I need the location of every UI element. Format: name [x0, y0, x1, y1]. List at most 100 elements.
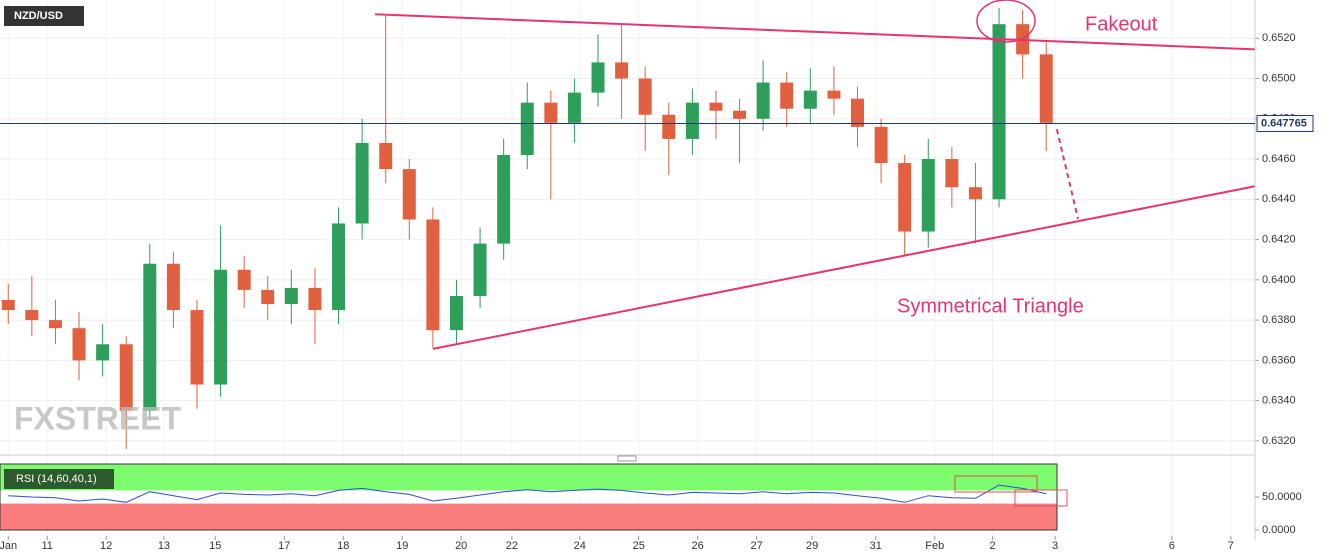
x-tick-label: 18 — [337, 540, 349, 552]
y-tick-label: 0.6460 — [1262, 153, 1296, 165]
candle-body — [520, 102, 534, 156]
candle-body — [1, 299, 15, 311]
y-tick-label: 0.6360 — [1262, 354, 1296, 366]
rsi-label-box — [4, 469, 114, 489]
candle-body — [1039, 54, 1053, 123]
candle-body — [921, 159, 935, 232]
candle-body — [780, 82, 794, 109]
x-tick-label: 31 — [870, 540, 882, 552]
rsi-tick-label: 0.0000 — [1262, 524, 1296, 536]
candle-body — [591, 62, 605, 93]
y-tick-label: 0.6320 — [1262, 435, 1296, 447]
x-tick-label: 17 — [278, 540, 290, 552]
annotation: Symmetrical Triangle — [897, 295, 1084, 317]
symbol-box — [4, 6, 84, 26]
candle-body — [379, 142, 393, 170]
y-tick-label: 0.6420 — [1262, 233, 1296, 245]
rsi-overbought-band — [0, 464, 1057, 491]
candle-body — [992, 24, 1006, 200]
current-price-box — [1256, 115, 1314, 133]
rsi-oversold-band — [0, 503, 1057, 530]
x-tick-label: 12 — [100, 540, 112, 552]
trendline — [375, 13, 1256, 51]
candle-body — [284, 287, 298, 305]
symbol: NZD/USD — [14, 10, 63, 22]
x-tick-label: 19 — [396, 540, 408, 552]
x-tick-label: 20 — [455, 540, 467, 552]
candle-body — [355, 142, 369, 224]
x-tick-label: 3 — [1052, 540, 1058, 552]
fakeout-circle — [976, 0, 1036, 43]
candle-body — [756, 82, 770, 119]
x-tick-label: 24 — [574, 540, 586, 552]
x-tick-label: 6 — [1169, 540, 1175, 552]
candle-body — [898, 163, 912, 232]
annotation: Fakeout — [1085, 13, 1158, 35]
candle-body — [803, 90, 817, 109]
price-panel: 0.6320 0.6340 0.6360 0.6380 0.6400 0.6420 0.64… — [0, 0, 1296, 540]
candle-body — [449, 295, 463, 331]
x-tick-label: 27 — [751, 540, 763, 552]
candle-body — [615, 62, 629, 79]
x-tick-label: 11 — [41, 540, 52, 552]
current-price-label: 0.647765 — [1261, 117, 1307, 129]
x-tick-label: Jan — [0, 540, 17, 552]
candle-body — [237, 269, 251, 290]
candle-body — [662, 114, 676, 139]
x-tick-label: 29 — [806, 540, 818, 552]
candle-body — [968, 187, 982, 200]
watermark: FXSTREET — [14, 400, 182, 436]
y-tick-label: 0.6500 — [1262, 72, 1296, 84]
x-tick-label: 7 — [1228, 540, 1234, 552]
candle-body — [72, 328, 86, 361]
candle-body — [544, 102, 558, 123]
rsi-line — [8, 484, 1047, 503]
candle-body — [96, 344, 110, 361]
resize-handle[interactable] — [617, 455, 637, 462]
y-tick-label: 0.6380 — [1262, 314, 1296, 326]
rsi-label: RSI (14,60,40,1) — [16, 473, 97, 485]
y-tick-label: 0.6440 — [1262, 193, 1296, 205]
candle-body — [190, 310, 204, 385]
rsi-highlight — [1014, 489, 1068, 507]
candle-body — [48, 320, 62, 329]
candle-body — [827, 90, 841, 99]
candle-body — [308, 287, 322, 311]
candle-body — [25, 310, 39, 321]
x-tick-label: 2 — [989, 540, 995, 552]
candle-body — [214, 269, 228, 385]
rsi-highlight — [954, 475, 1038, 493]
candle-body — [733, 110, 747, 119]
candle-body — [402, 169, 416, 220]
candle-body — [851, 98, 864, 127]
candle-body — [119, 344, 133, 411]
trendline — [432, 185, 1256, 350]
candle-body — [567, 92, 581, 123]
x-tick-label: 15 — [209, 540, 221, 552]
candle-body — [143, 263, 157, 411]
rsi-tick-label: 50.0000 — [1262, 491, 1302, 503]
candle-body — [874, 126, 888, 164]
candle-body — [497, 155, 511, 244]
y-tick-label: 0.6340 — [1262, 395, 1296, 407]
candle-body — [261, 289, 275, 305]
candle-body — [166, 263, 180, 311]
x-tick-label: 26 — [692, 540, 704, 552]
x-tick-label: 22 — [506, 540, 518, 552]
candle-body — [685, 102, 699, 139]
rsi-frame — [0, 463, 1058, 531]
candle-body — [945, 159, 959, 188]
candle-body — [709, 102, 723, 111]
candle-body — [638, 78, 652, 115]
candle-body — [473, 243, 487, 296]
rsi-panel: 50.0000 0.0000 — [0, 463, 1302, 536]
x-tick-label: 25 — [633, 540, 645, 552]
x-tick-label: 13 — [158, 540, 170, 552]
candle-body — [332, 223, 346, 311]
x-tick-label: Feb — [925, 540, 944, 552]
y-tick-label: 0.6400 — [1262, 274, 1296, 286]
y-tick-label: 0.6520 — [1262, 32, 1296, 44]
candle-body — [426, 219, 440, 331]
trendline — [1055, 129, 1080, 220]
